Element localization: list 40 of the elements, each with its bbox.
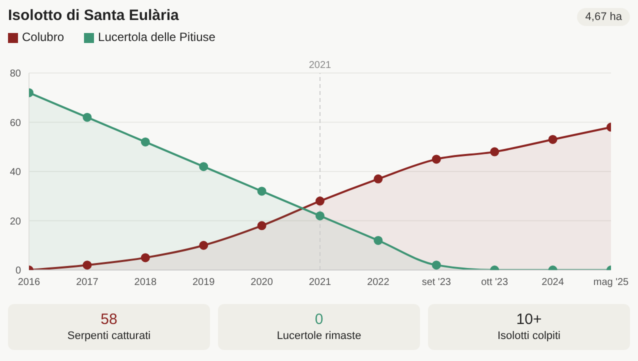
stat-card: 10+ Isolotti colpiti bbox=[428, 304, 630, 350]
y-tick-label: 0 bbox=[15, 266, 22, 277]
x-tick-label: 2020 bbox=[250, 277, 274, 288]
legend-label: Colubro bbox=[22, 30, 64, 44]
point bbox=[316, 196, 324, 206]
x-tick-label: set '23 bbox=[422, 277, 452, 288]
y-tick-label: 20 bbox=[10, 216, 22, 228]
point bbox=[199, 162, 208, 172]
point bbox=[316, 211, 324, 220]
stat-card: 58 Serpenti catturati bbox=[8, 304, 210, 350]
point bbox=[82, 112, 92, 122]
point bbox=[82, 260, 92, 270]
point bbox=[257, 186, 266, 196]
stat-card: 0 Lucertole rimaste bbox=[218, 304, 420, 350]
x-tick-label: 2016 bbox=[18, 277, 41, 288]
y-tick-label: 80 bbox=[10, 68, 22, 80]
ref-line-label: 2021 bbox=[308, 60, 332, 71]
y-tick-label: 40 bbox=[10, 167, 22, 178]
point bbox=[432, 154, 441, 164]
point bbox=[140, 137, 150, 146]
point bbox=[374, 236, 383, 245]
x-tick-label: 2021 bbox=[308, 277, 332, 288]
x-tick-label: 2024 bbox=[542, 277, 564, 288]
chart-title: Isolotto di Santa Eulària bbox=[8, 7, 179, 24]
point bbox=[199, 240, 208, 250]
x-tick-label: 2019 bbox=[192, 277, 216, 288]
x-tick-label: 2017 bbox=[76, 277, 99, 288]
text: 4,67 ha bbox=[577, 8, 630, 26]
point bbox=[432, 260, 441, 270]
x-tick-label: 2018 bbox=[134, 277, 157, 288]
x-tick-label: ott '23 bbox=[481, 277, 508, 288]
point bbox=[374, 174, 383, 184]
point bbox=[257, 221, 266, 230]
point bbox=[140, 253, 150, 262]
x-tick-label: mag '25 bbox=[593, 277, 630, 288]
point bbox=[548, 134, 558, 144]
point bbox=[490, 147, 500, 156]
x-tick-label: 2022 bbox=[367, 277, 390, 288]
legend-label: Lucertola delle Pitiuse bbox=[98, 30, 216, 44]
y-tick-label: 60 bbox=[10, 118, 22, 129]
